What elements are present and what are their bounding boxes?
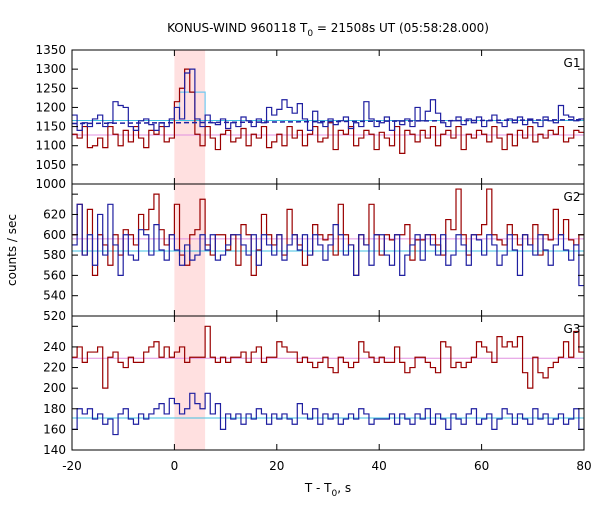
y-tick-label-g1: 1150 (35, 120, 66, 134)
panel-g1: 1000 1050 1100 1150 1200 1250 1300 1350 G1 (35, 43, 585, 191)
y-tick-label-g2: 560 (43, 268, 66, 282)
x-axis-title-prefix: T - T (304, 481, 332, 495)
chart-title-suffix: = 21508s UT (05:58:28.000) (313, 21, 489, 35)
series-red-g3 (72, 325, 584, 389)
y-tick-label-g1: 1350 (35, 43, 66, 57)
panel-g2: 520 540 560 580 600 620 G2 (43, 183, 585, 323)
x-axis-title-subscript: 0 (332, 489, 338, 499)
y-tick-label-g1: 1200 (35, 100, 66, 114)
chart-title-subscript: 0 (307, 29, 313, 39)
y-tick-label-g1: 1050 (35, 158, 66, 172)
plot-layer: 1000 1050 1100 1150 1200 1250 1300 1350 G1 520 540… (35, 43, 591, 473)
y-tick-label-g2: 620 (43, 207, 66, 221)
panel-label-g3: G3 (564, 322, 581, 336)
y-tick-label-g2: 520 (43, 309, 66, 323)
x-axis-title-suffix: , s (337, 481, 351, 495)
series-blue-g2 (72, 203, 584, 287)
y-tick-label-g2: 580 (43, 248, 66, 262)
panel-g3: 140 160 180 200 220 240 G3 (43, 315, 585, 457)
y-tick-label-g1: 1250 (35, 81, 66, 95)
y-tick-label-g1: 1100 (35, 139, 66, 153)
y-tick-label-g3: 180 (43, 402, 66, 416)
x-tick-label: 40 (372, 459, 387, 473)
x-tick-label: 80 (576, 459, 591, 473)
series-blue-g3 (72, 392, 584, 436)
panel-label-g1: G1 (564, 56, 581, 70)
highlight-interval-g3 (174, 316, 206, 450)
y-tick-label-g3: 220 (43, 361, 66, 375)
y-tick-label-g2: 600 (43, 228, 66, 242)
y-tick-label-g3: 200 (43, 381, 66, 395)
series-red-g2 (72, 188, 584, 276)
y-tick-label-g1: 1300 (35, 62, 66, 76)
series-blue-g1 (72, 68, 584, 131)
series-red-g1 (72, 68, 584, 154)
x-tick-label: -20 (62, 459, 82, 473)
y-axis-title: counts / sec (5, 214, 19, 286)
y-tick-label-g3: 240 (43, 340, 66, 354)
chart-title-prefix: KONUS-WIND 960118 T (167, 21, 308, 35)
x-axis-title: T - T0, s (304, 481, 351, 499)
x-tick-label: 0 (171, 459, 179, 473)
panel-frame-g3 (71, 315, 585, 451)
x-tick-label: 60 (474, 459, 489, 473)
panel-label-g2: G2 (564, 190, 581, 204)
y-tick-label-g3: 160 (43, 422, 66, 436)
y-tick-label-g3: 140 (43, 443, 66, 457)
trend-dashed-blue-g1 (72, 118, 584, 125)
y-tick-label-g1: 1000 (35, 177, 66, 191)
y-tick-label-g2: 540 (43, 289, 66, 303)
chart-title: KONUS-WIND 960118 T0 = 21508s UT (05:58:… (167, 21, 489, 39)
x-tick-label: 20 (269, 459, 284, 473)
